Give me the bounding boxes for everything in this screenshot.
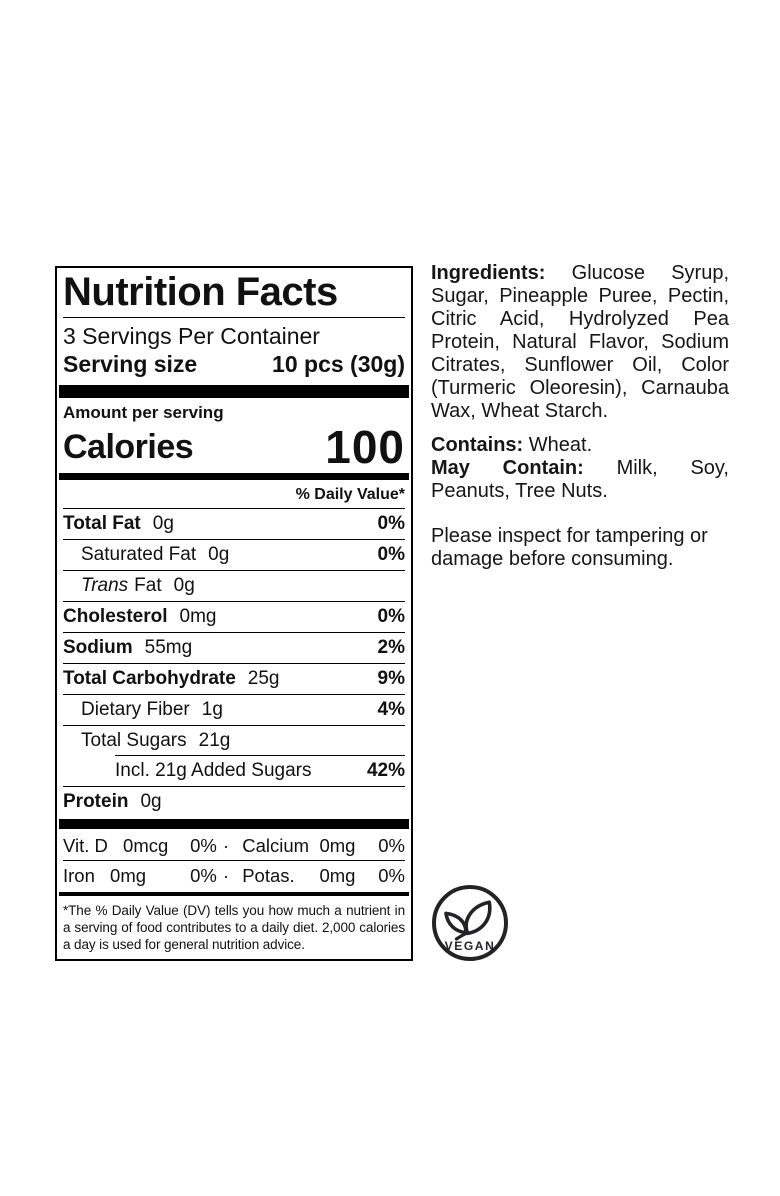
nutrition-facts-title: Nutrition Facts: [63, 270, 405, 318]
daily-value-header: % Daily Value*: [295, 486, 405, 503]
calories-row: Calories 100: [63, 423, 405, 471]
nutrient-row-saturated-fat: Saturated Fat 0g 0%: [63, 539, 405, 570]
contains-text: Wheat.: [528, 434, 593, 456]
nutrient-name: Saturated Fat: [81, 544, 197, 565]
micronutrient-right: · Potas.: [217, 865, 320, 886]
nutrition-facts-label: Nutrition Facts 3 Servings Per Container…: [55, 266, 413, 961]
vegan-badge: VEGAN: [430, 883, 510, 963]
nutrient-name-italic: Trans: [81, 575, 129, 596]
nutrient-name: Total Carbohydrate: [63, 668, 236, 689]
servings-per-container: 3 Servings Per Container: [63, 323, 320, 349]
nutrient-name: Total Fat: [63, 513, 141, 534]
thick-separator-bar: [59, 385, 409, 398]
bullet-separator: ·: [222, 835, 230, 856]
serving-size-row: Serving size 10 pcs (30g): [63, 350, 405, 383]
ingredients-paragraph: Ingredients: Glucose Syrup, Sugar, Pinea…: [431, 262, 729, 423]
micronutrient-left: Vit. D 0mcg: [63, 835, 176, 856]
nutrient-name: Cholesterol: [63, 606, 168, 627]
nutrient-amount: 21g: [198, 730, 231, 751]
nutrient-row-total-sugars: Total Sugars 21g: [63, 725, 405, 756]
nutrient-row-total-fat: Total Fat 0g 0%: [63, 508, 405, 539]
vegan-label: VEGAN: [445, 939, 496, 953]
nutrient-amount: 0g: [152, 513, 174, 534]
micronutrient-name: Calcium: [242, 835, 310, 856]
nutrient-dv: 0%: [377, 606, 405, 627]
contains-label: Contains:: [431, 434, 524, 456]
micronutrient-amount: 0mg: [319, 835, 356, 856]
nutrient-row-protein: Protein 0g: [63, 786, 405, 817]
vegan-leaf-icon: VEGAN: [432, 885, 508, 961]
bullet-separator: ·: [222, 865, 230, 886]
nutrient-row-cholesterol: Cholesterol 0mg 0%: [63, 601, 405, 632]
nutrient-row-dietary-fiber: Dietary Fiber 1g 4%: [63, 694, 405, 725]
may-contain-text: Milk, Soy, Peanuts, Tree Nuts.: [431, 457, 729, 502]
medium-separator-bar: [59, 473, 409, 480]
nutrient-dv: 4%: [377, 699, 405, 720]
calories-value: 100: [325, 421, 405, 473]
micronutrient-dv: 0%: [190, 865, 217, 886]
may-contain-label: May Contain:: [431, 457, 584, 479]
ingredients-label: Ingredients:: [431, 262, 546, 284]
serving-size-label: Serving size: [63, 351, 198, 377]
nutrient-name: Dietary Fiber: [81, 699, 190, 720]
nutrient-dv: 0%: [377, 513, 405, 534]
micronutrient-row-iron-potassium: Iron 0mg 0% · Potas. 0mg 0%: [63, 860, 405, 890]
nutrient-amount: 1g: [201, 699, 223, 720]
micronutrient-right: · Calcium: [217, 835, 320, 856]
amount-per-serving-label: Amount per serving: [63, 403, 224, 422]
nutrient-name: Incl. 21g Added Sugars: [115, 760, 312, 781]
ingredients-panel: Ingredients: Glucose Syrup, Sugar, Pinea…: [431, 262, 729, 571]
micronutrient-name: Vit. D: [63, 835, 108, 856]
micronutrient-left: Iron 0mg: [63, 865, 176, 886]
nutrient-amount: 0g: [140, 791, 162, 812]
nutrient-amount: 25g: [247, 668, 280, 689]
micronutrient-amount: 0mg: [319, 865, 356, 886]
nutrient-row-total-carbohydrate: Total Carbohydrate 25g 9%: [63, 663, 405, 694]
thin-separator-bar: [59, 892, 409, 896]
micronutrient-dv: 0%: [190, 835, 217, 856]
micronutrient-amount: 0mg: [110, 865, 147, 886]
micronutrient-name: Potas.: [242, 865, 295, 886]
micronutrient-amount: 0mcg: [123, 835, 169, 856]
nutrient-amount: 0mg: [179, 606, 217, 627]
contains-line: Contains: Wheat.: [431, 434, 729, 457]
micronutrient-name: Iron: [63, 865, 95, 886]
nutrient-dv: 42%: [366, 760, 405, 781]
may-contain-paragraph: May Contain: Milk, Soy, Peanuts, Tree Nu…: [431, 457, 729, 503]
nutrient-row-trans-fat: Trans Fat 0g: [63, 570, 405, 601]
tamper-notice: Please inspect for tampering or damage b…: [431, 525, 708, 570]
nutrient-row-sodium: Sodium 55mg 2%: [63, 632, 405, 663]
nutrient-dv: 2%: [377, 637, 405, 658]
micronutrient-row-vitd-calcium: Vit. D 0mcg 0% · Calcium 0mg 0%: [63, 831, 405, 860]
thick-separator-bar: [59, 819, 409, 829]
nutrient-name: Fat: [134, 575, 162, 596]
calories-label: Calories: [63, 427, 194, 466]
nutrient-row-added-sugars: Incl. 21g Added Sugars 42%: [63, 755, 405, 786]
daily-value-footnote: *The % Daily Value (DV) tells you how mu…: [63, 903, 405, 952]
nutrient-amount: 0g: [173, 575, 195, 596]
nutrient-dv: 0%: [377, 544, 405, 565]
nutrient-amount: 0g: [208, 544, 230, 565]
serving-size-value: 10 pcs (30g): [272, 351, 405, 377]
nutrient-dv: 9%: [377, 668, 405, 689]
nutrient-name: Protein: [63, 791, 129, 812]
ingredients-text: Glucose Syrup, Sugar, Pineapple Puree, P…: [431, 262, 729, 422]
micronutrient-dv: 0%: [378, 865, 405, 886]
nutrient-name: Total Sugars: [81, 730, 187, 751]
nutrient-amount: 55mg: [144, 637, 193, 658]
nutrient-name: Sodium: [63, 637, 133, 658]
micronutrient-dv: 0%: [378, 835, 405, 856]
